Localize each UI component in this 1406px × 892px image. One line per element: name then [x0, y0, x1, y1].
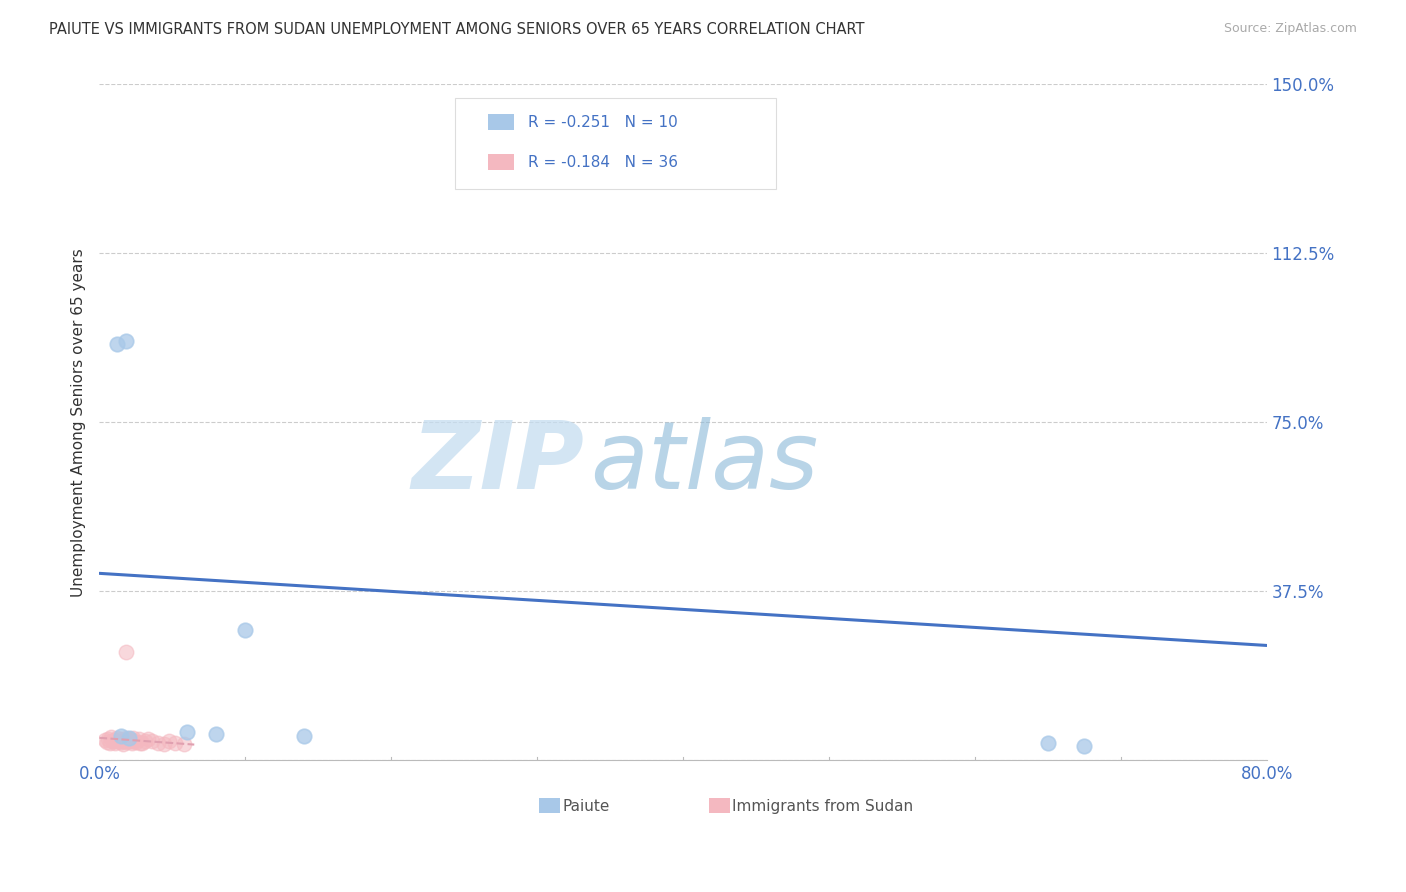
Point [136, 731, 159, 746]
Point [114, 645, 136, 659]
Point [124, 733, 146, 747]
Point [176, 725, 198, 739]
Point [146, 736, 169, 750]
Point [1073, 739, 1095, 753]
Point [104, 736, 127, 750]
FancyBboxPatch shape [456, 98, 776, 189]
Point [165, 736, 187, 750]
Text: PAIUTE VS IMMIGRANTS FROM SUDAN UNEMPLOYMENT AMONG SENIORS OVER 65 YEARS CORRELA: PAIUTE VS IMMIGRANTS FROM SUDAN UNEMPLOY… [49, 22, 865, 37]
Point [105, 731, 128, 745]
Point [97, 731, 120, 746]
Point [101, 734, 124, 748]
Point [96, 735, 118, 749]
Point [152, 737, 174, 751]
Point [117, 732, 139, 747]
Text: ZIP: ZIP [411, 417, 583, 509]
Point [110, 729, 132, 743]
Point [121, 736, 143, 750]
Text: R = -0.184   N = 36: R = -0.184 N = 36 [527, 154, 678, 169]
Point [100, 730, 122, 744]
Text: Immigrants from Sudan: Immigrants from Sudan [733, 799, 912, 814]
Text: Paiute: Paiute [562, 799, 610, 814]
Point [292, 729, 315, 743]
Point [107, 733, 129, 747]
Point [205, 727, 228, 741]
Point [159, 733, 181, 747]
Point [108, 731, 131, 746]
FancyBboxPatch shape [540, 798, 561, 814]
Point [94, 733, 117, 747]
Point [112, 733, 135, 747]
FancyBboxPatch shape [488, 154, 513, 170]
FancyBboxPatch shape [709, 798, 730, 814]
Point [131, 736, 153, 750]
Point [129, 736, 152, 750]
Point [110, 735, 132, 749]
Point [103, 732, 125, 747]
Point [117, 731, 139, 745]
Point [121, 733, 143, 747]
Text: atlas: atlas [589, 417, 818, 508]
Point [141, 734, 163, 748]
Point [98, 736, 121, 750]
Point [173, 737, 195, 751]
Y-axis label: Unemployment Among Seniors over 65 years: Unemployment Among Seniors over 65 years [72, 248, 86, 597]
Text: R = -0.251   N = 10: R = -0.251 N = 10 [527, 115, 678, 129]
Point [114, 334, 136, 349]
Point [125, 735, 148, 749]
Point [105, 336, 128, 351]
Point [1036, 736, 1059, 750]
FancyBboxPatch shape [488, 114, 513, 130]
Point [115, 735, 138, 749]
Point [134, 733, 156, 747]
Point [128, 731, 150, 746]
Point [233, 623, 256, 637]
Point [120, 731, 142, 746]
Point [105, 733, 128, 747]
Point [114, 731, 136, 745]
Text: Source: ZipAtlas.com: Source: ZipAtlas.com [1223, 22, 1357, 36]
Point [111, 737, 134, 751]
Point [122, 731, 145, 745]
